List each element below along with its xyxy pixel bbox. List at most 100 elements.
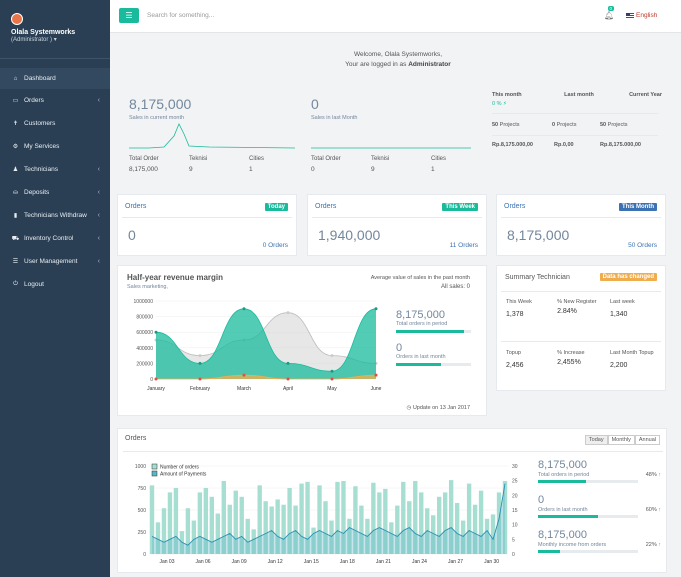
- halfyear-last-value: 0: [396, 342, 403, 354]
- bar: [502, 480, 508, 554]
- bar: [221, 480, 226, 554]
- summary-cell: % New Register 2.84%: [557, 299, 610, 318]
- sidebar-item-label: Technicians: [24, 166, 58, 173]
- sidebar-nav: ⌂ Dashboard ▭ Orders ‹ ✝ Customers ⚙ My Services…: [0, 59, 110, 296]
- data-point: [198, 354, 202, 358]
- orders-stat-pct: 60%: [645, 507, 657, 513]
- y-tick-label-right: 30: [512, 464, 518, 470]
- data-point: [330, 377, 334, 381]
- sales-last-sparkline: [311, 147, 471, 149]
- data-point: [154, 330, 158, 334]
- projects-count: 50: [600, 122, 607, 128]
- halfyear-avg-value: All sales: 0: [440, 284, 470, 290]
- summary-label: Topup: [506, 350, 521, 356]
- x-tick-label: Jan 21: [376, 559, 391, 565]
- data-point: [286, 377, 290, 381]
- sales-last-value: 0: [311, 96, 319, 112]
- y-tick-label-right: 20: [512, 493, 518, 499]
- sidebar-item-logout[interactable]: ⏻ Logout: [0, 273, 110, 296]
- orders-box-count[interactable]: 50 Orders: [628, 242, 657, 249]
- bar: [431, 515, 436, 554]
- sidebar-item-label: Inventory Control: [24, 235, 74, 242]
- y-tick-label-right: 5: [512, 537, 515, 543]
- x-tick-label: Jan 27: [448, 559, 463, 565]
- sidebar-item-deposits[interactable]: ⛀ Deposits ‹: [0, 181, 110, 204]
- summary-technician-panel: Summary Technician Data has changed This…: [496, 265, 666, 391]
- summary-value: 2,200: [609, 362, 628, 369]
- y-tick-label-right: 15: [512, 508, 518, 514]
- sidebar-item-dashboard[interactable]: ⌂ Dashboard: [0, 68, 110, 89]
- sidebar-item-orders[interactable]: ▭ Orders ‹: [0, 89, 110, 112]
- orders-panel: Orders Today Monthly Annual 0 250 500 750 10…: [117, 428, 667, 573]
- bolt-icon: ⚡︎: [503, 101, 507, 107]
- area-series-line: [156, 374, 377, 380]
- bar: [496, 492, 502, 554]
- legend-swatch: [151, 463, 158, 470]
- sidebar-item-inventory-control[interactable]: ⛟ Inventory Control ‹: [0, 227, 110, 250]
- orders-stat-pct: 48%: [645, 472, 657, 478]
- tab-today[interactable]: Today: [584, 435, 608, 445]
- bar: [490, 514, 496, 554]
- summary-label: % Increase: [557, 350, 585, 356]
- orders-box-count[interactable]: 11 Orders: [449, 242, 478, 249]
- bell-icon[interactable]: 🔔︎: [604, 11, 615, 20]
- orders-stat-label: Orders in last month: [538, 507, 588, 513]
- bar: [161, 508, 167, 554]
- technicians-icon: ♟: [12, 167, 19, 173]
- bar: [442, 492, 448, 554]
- avatar[interactable]: [11, 13, 23, 25]
- sidebar-item-customers[interactable]: ✝ Customers: [0, 112, 110, 135]
- orders-stat-label: Total orders in period: [538, 472, 590, 478]
- val-teknisi: 9: [371, 166, 375, 173]
- x-tick-label: April: [283, 386, 293, 392]
- summary-cell: This Week 1,378: [506, 299, 557, 318]
- bar: [275, 499, 280, 554]
- summary-label: % New Register: [557, 299, 597, 305]
- bar: [257, 485, 262, 554]
- orders-box-value: 1,940,000: [318, 227, 381, 243]
- sidebar-item-user-management[interactable]: ☰ User Management ‹: [0, 250, 110, 273]
- arrow-up-icon: ↑: [658, 472, 661, 478]
- sidebar-item-technicians-withdraw[interactable]: ▮ Technicians Withdraw ‹: [0, 204, 110, 227]
- summary-value: 2.84%: [557, 308, 577, 315]
- sidebar-item-my-services[interactable]: ⚙ My Services: [0, 135, 110, 158]
- tab-monthly[interactable]: Monthly: [607, 435, 635, 445]
- bar: [460, 520, 466, 554]
- orders-icon: ▭: [12, 98, 19, 104]
- sidebar-item-label: Logout: [24, 281, 44, 288]
- orders-box-title: Orders: [315, 203, 337, 210]
- data-point: [286, 361, 290, 365]
- orders-box-title: Orders: [504, 203, 526, 210]
- x-tick-label: Jan 30: [484, 559, 499, 565]
- amount-current-year: Rp.8,175.000,00: [600, 142, 641, 148]
- arrow-up-icon: ↑: [658, 542, 661, 548]
- bar: [149, 485, 155, 554]
- x-tick-label: Jan 12: [268, 559, 283, 565]
- menu-toggle-button[interactable]: ☰: [119, 8, 139, 23]
- data-point: [198, 361, 202, 365]
- halfyear-last-progress: [396, 363, 471, 366]
- bar: [239, 496, 244, 554]
- bar: [203, 488, 209, 554]
- orders-box-count[interactable]: 0 Orders: [262, 242, 288, 249]
- sidebar-item-technicians[interactable]: ♟ Technicians ‹: [0, 158, 110, 181]
- orders-stat-progress: [538, 515, 638, 518]
- projects-label: Projects: [499, 122, 520, 128]
- bar: [377, 492, 382, 554]
- profile-role[interactable]: (Administrator ) ▾: [11, 36, 110, 43]
- orders-box-this-week: Orders This Week 1,940,000 11 Orders: [307, 194, 487, 256]
- orders-panel-title: Orders: [125, 435, 147, 442]
- chevron-left-icon: ‹: [97, 97, 100, 104]
- period-this-month: This month: [492, 92, 522, 98]
- language-selector[interactable]: English: [626, 12, 657, 19]
- summary-label: This Week: [506, 299, 532, 305]
- bar: [191, 520, 197, 554]
- tab-annual[interactable]: Annual: [634, 435, 660, 445]
- y-tick-label-right: 0: [512, 552, 515, 558]
- data-point: [286, 311, 290, 315]
- chevron-left-icon: ‹: [97, 166, 100, 173]
- sales-current-sparkline: [129, 123, 295, 149]
- search-input[interactable]: Search for something...: [147, 12, 215, 19]
- bar: [245, 518, 250, 554]
- data-point: [154, 377, 158, 381]
